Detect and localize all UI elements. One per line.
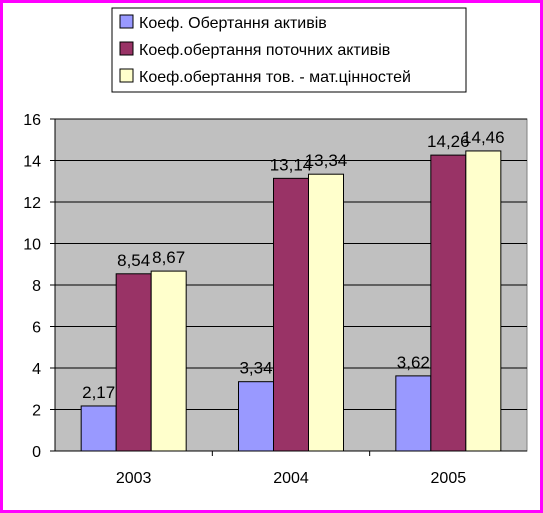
y-tick-label: 12	[23, 195, 41, 212]
y-tick-label: 4	[32, 361, 41, 378]
x-tick-label: 2003	[116, 470, 152, 487]
legend-box	[111, 7, 467, 93]
bar	[308, 173, 344, 452]
y-tick-label: 14	[23, 154, 41, 171]
legend-swatch	[119, 41, 134, 56]
data-label: 13,34	[305, 151, 348, 170]
bar	[273, 177, 309, 452]
y-tick-label: 6	[32, 320, 41, 337]
bar	[395, 375, 432, 452]
y-tick-label: 16	[23, 112, 41, 129]
legend-entry: Коеф.обертання поточних активів	[139, 42, 390, 59]
data-label: 2,17	[82, 383, 115, 402]
data-label: 14,26	[427, 132, 470, 151]
data-label: 13,14	[270, 155, 313, 174]
data-label: 3,34	[239, 359, 272, 378]
legend: Коеф. Обертання активів Коеф.обертання по…	[111, 7, 467, 93]
x-tick-label: 2004	[273, 470, 309, 487]
bar	[150, 270, 187, 452]
bar	[430, 154, 467, 452]
legend-swatch	[119, 14, 134, 29]
plot-area: 0 2 4 6 8 10 12 14 16 2003 2,17 8,54 8,67 2004 3,34 13,…	[23, 112, 528, 487]
x-tick-label: 2005	[431, 470, 467, 487]
bar	[115, 273, 152, 452]
y-tick-label: 2	[32, 403, 41, 420]
y-tick-label: 10	[23, 237, 41, 254]
legend-entry: Коеф.обертання тов. - мат.цінностей	[139, 69, 411, 86]
data-label: 3,62	[397, 353, 430, 372]
legend-entry: Коеф. Обертання активів	[139, 15, 327, 32]
bar	[80, 405, 117, 452]
legend-swatch	[119, 68, 134, 83]
y-tick-label: 8	[32, 278, 41, 295]
data-label: 8,67	[152, 248, 185, 267]
y-tick-label: 0	[32, 444, 41, 461]
data-label: 14,46	[462, 128, 505, 147]
bar	[238, 381, 274, 452]
data-label: 8,54	[117, 251, 150, 270]
bar	[465, 150, 502, 452]
